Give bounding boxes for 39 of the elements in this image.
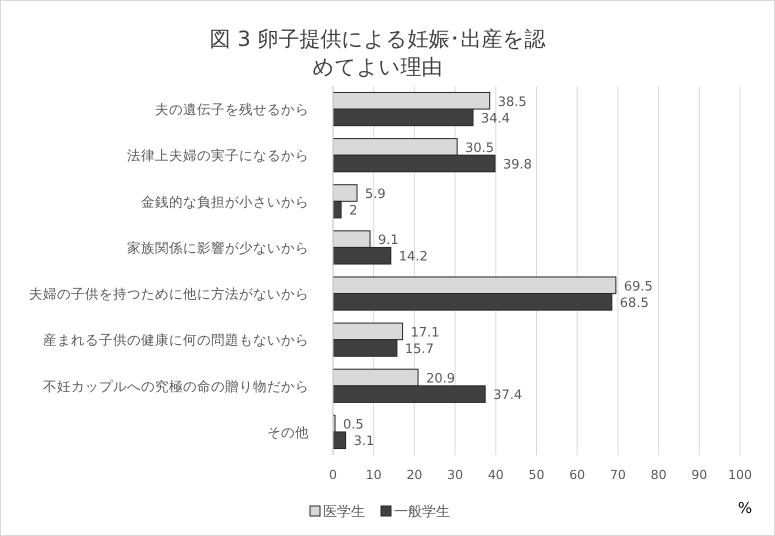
y-tick-label: 家族関係に影響が少ないから xyxy=(127,240,309,256)
x-tick-label: 0 xyxy=(329,467,338,482)
data-label: 9.1 xyxy=(378,233,399,248)
x-axis-title: % xyxy=(738,499,752,517)
data-label: 0.5 xyxy=(343,418,364,433)
data-label: 39.8 xyxy=(502,157,532,172)
x-tick-label: 70 xyxy=(610,467,626,482)
data-label: 20.9 xyxy=(426,372,456,387)
data-label: 68.5 xyxy=(620,296,649,311)
data-label: 3.1 xyxy=(354,434,374,450)
data-label: 38.5 xyxy=(498,94,527,110)
chart-title: 図 3 卵子提供による妊娠･出産を認めてよい理由 xyxy=(210,27,546,79)
x-tick-label: 90 xyxy=(691,467,708,482)
x-tick-label: 100 xyxy=(728,467,752,482)
legend-label: 一般学生 xyxy=(394,504,450,520)
y-tick-label: 金銭的な負担が小さいから xyxy=(141,194,309,210)
data-label: 2 xyxy=(349,204,358,219)
data-label: 69.5 xyxy=(624,279,653,294)
x-tick-label: 10 xyxy=(366,467,382,482)
x-tick-label: 60 xyxy=(569,467,586,482)
x-tick-label: 50 xyxy=(528,467,544,482)
y-tick-label: 産まれる子供の健康に何の問題もないから xyxy=(43,332,309,349)
y-tick-label: その他 xyxy=(267,424,309,441)
data-label: 14.2 xyxy=(398,250,428,265)
data-label: 17.1 xyxy=(410,325,440,340)
data-label: 15.7 xyxy=(404,342,434,357)
data-label: 30.5 xyxy=(465,140,494,156)
x-tick-label: 30 xyxy=(447,467,464,482)
x-tick-label: 80 xyxy=(650,467,667,482)
y-tick-label: 法律上夫婦の実子になるから xyxy=(127,148,309,164)
data-label: 5.9 xyxy=(365,187,386,202)
legend-label: 医学生 xyxy=(323,504,365,520)
x-tick-label: 20 xyxy=(406,467,422,482)
y-tick-label: 不妊カップルへの究極の命の贈り物だから xyxy=(43,378,309,395)
y-tick-label: 夫婦の子供を持つために他に方法がないから xyxy=(29,286,309,303)
y-tick-label: 夫の遺伝子を残せるから xyxy=(155,102,309,118)
x-tick-label: 40 xyxy=(488,467,504,482)
data-label: 34.4 xyxy=(481,111,510,126)
data-label: 37.4 xyxy=(493,388,522,404)
